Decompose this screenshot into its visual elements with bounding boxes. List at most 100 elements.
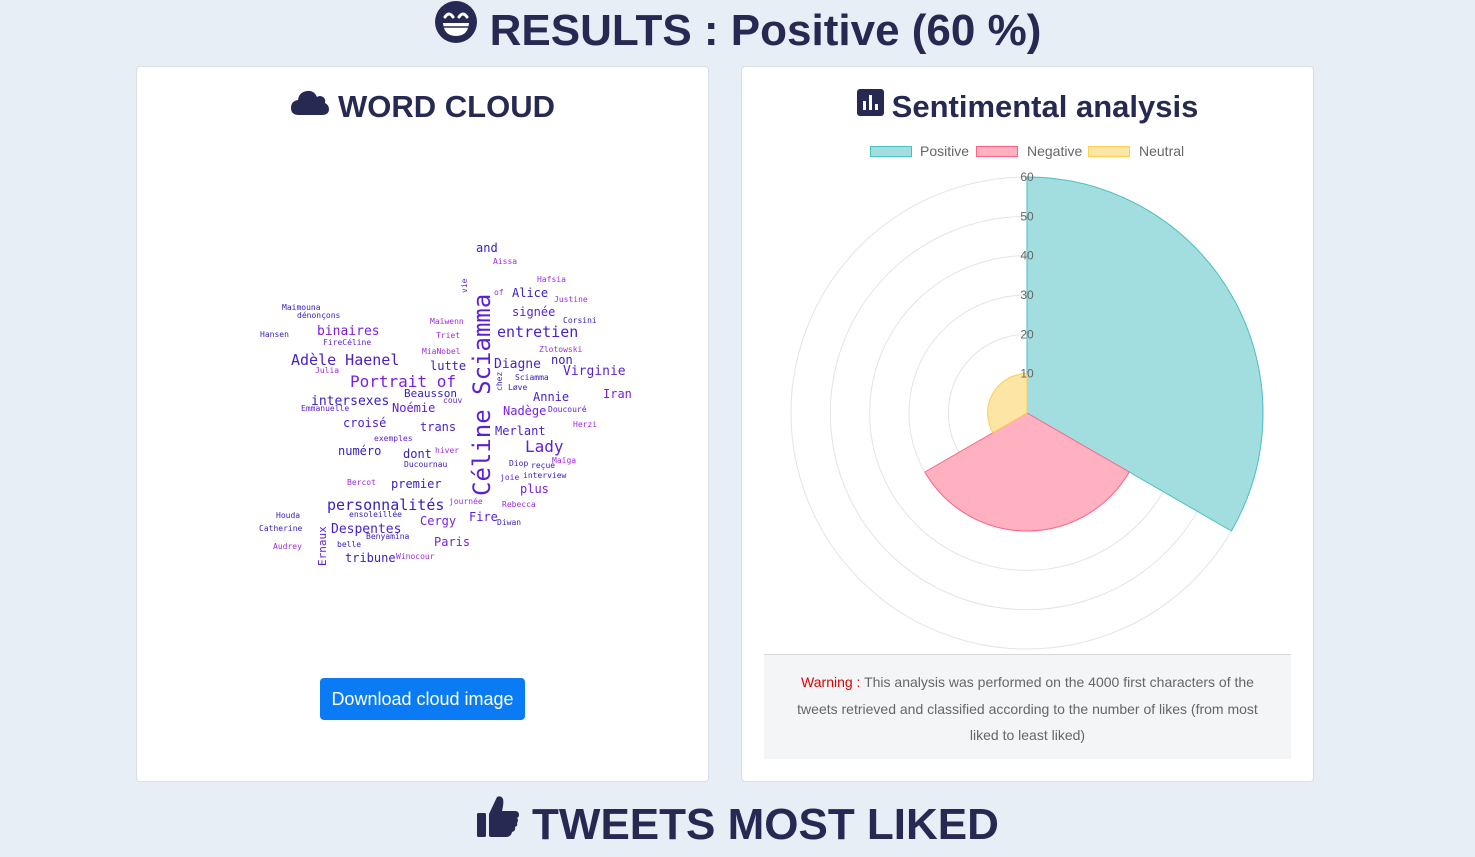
legend-label-negative: Negative xyxy=(1027,143,1083,159)
legend-swatch-neutral xyxy=(1088,146,1130,157)
word-lady: Lady xyxy=(525,437,564,456)
word-cloud-card: WORD CLOUD Céline Sciamma Portrait of Ad… xyxy=(136,66,709,782)
cloud-icon xyxy=(290,86,330,126)
word-lutte: lutte xyxy=(430,359,466,373)
sentiment-card: Sentimental analysis Positive Negative N… xyxy=(741,66,1314,782)
word-herzi: Herzi xyxy=(573,420,597,429)
results-title: RESULTS : Positive (60 %) xyxy=(0,0,1475,63)
word-maimouna: Maimouna xyxy=(282,303,321,312)
word-paris: Paris xyxy=(434,535,470,549)
word-belle: belle xyxy=(337,540,361,549)
tweets-most-liked-text: TWEETS MOST LIKED xyxy=(532,800,999,849)
word-joie: joie xyxy=(500,473,519,482)
word-signee: signée xyxy=(512,305,555,319)
word-diagne: Diagne xyxy=(494,357,541,372)
word-of: of xyxy=(494,288,504,297)
word-iran: Iran xyxy=(603,387,632,401)
word-ernaux: Ernaux xyxy=(316,526,329,566)
word-nadege: Nadège xyxy=(503,404,546,418)
word-virginie: Virginie xyxy=(563,364,626,379)
word-love: Løve xyxy=(508,383,527,392)
word-hiver: hiver xyxy=(435,446,459,455)
word-exemples: exemples xyxy=(374,434,413,443)
word-justine: Justine xyxy=(554,295,588,304)
word-hansen: Hansen xyxy=(260,330,289,339)
word-chez: chez xyxy=(495,372,504,391)
word-sciamma: Sciamma xyxy=(515,373,549,382)
legend-swatch-positive xyxy=(870,146,912,157)
word-triet: Triet xyxy=(436,331,460,340)
word-julia: Julia xyxy=(315,366,339,375)
word-emmanuelle: Emmanuelle xyxy=(301,404,349,413)
sentiment-title-text: Sentimental analysis xyxy=(891,89,1199,124)
word-catherine: Catherine xyxy=(259,524,303,533)
legend-label-neutral: Neutral xyxy=(1139,143,1185,159)
tweets-most-liked-title: TWEETS MOST LIKED xyxy=(0,796,1475,857)
word-hafsia: Hafsia xyxy=(537,275,566,284)
bar-chart-icon xyxy=(856,86,884,126)
word-diwan: Diwan xyxy=(497,518,521,527)
word-merlant: Merlant xyxy=(495,424,546,438)
warning-label: Warning : xyxy=(801,674,861,690)
word-houda: Houda xyxy=(276,511,300,520)
word-despentes: Despentes xyxy=(331,522,401,537)
word-celine-sciamma: Céline Sciamma xyxy=(468,294,496,496)
word-ducournau: Ducournau xyxy=(404,460,448,469)
r-tick-label: 60 xyxy=(1020,170,1034,184)
word-numero: numéro xyxy=(338,444,381,458)
word-cloud-title-text: WORD CLOUD xyxy=(338,89,555,124)
word-zlotowski: Zlotowski xyxy=(539,345,583,354)
sentiment-title: Sentimental analysis xyxy=(742,87,1313,129)
warning-box: Warning : This analysis was performed on… xyxy=(764,654,1291,759)
word-maiwenn: Maïwenn xyxy=(430,317,464,326)
word-premier: premier xyxy=(391,477,442,491)
word-corsini: Corsini xyxy=(563,316,597,325)
word-ensoleillee: ensoleillée xyxy=(349,509,402,519)
r-tick-label: 30 xyxy=(1020,288,1034,302)
r-tick-label: 40 xyxy=(1020,249,1034,263)
polar-area-chart: 10 20 30 40 50 60 xyxy=(790,170,1264,650)
legend-swatch-negative xyxy=(976,146,1018,157)
r-tick-label: 20 xyxy=(1020,327,1034,341)
word-cergy: Cergy xyxy=(420,514,456,528)
word-doucoure: Doucouré xyxy=(548,404,587,414)
word-denoncons: dénonçons xyxy=(297,310,341,320)
word-interview: interview xyxy=(523,471,567,480)
word-adele-haenel: Adèle Haenel xyxy=(291,351,399,369)
word-cloud-image: Céline Sciamma Portrait of Adèle Haenel … xyxy=(259,241,632,566)
download-cloud-image-button[interactable]: Download cloud image xyxy=(320,678,525,720)
word-plus: plus xyxy=(520,482,549,496)
word-noemie: Noémie xyxy=(392,401,435,415)
word-aissa: Aissa xyxy=(493,257,517,266)
word-intersexes: intersexes xyxy=(311,394,389,409)
slice-neutral[interactable] xyxy=(987,373,1028,434)
r-tick-label: 10 xyxy=(1020,367,1034,381)
word-portrait-of: Portrait of xyxy=(350,372,456,391)
word-diop: Diop xyxy=(509,459,528,468)
word-croise: croisé xyxy=(343,416,386,430)
word-maiga: Maïga xyxy=(552,456,576,465)
word-and: and xyxy=(476,241,498,255)
word-trans: trans xyxy=(420,420,456,434)
word-entretien: entretien xyxy=(497,323,578,341)
word-rebecca: Rebecca xyxy=(502,500,536,509)
legend-label-positive: Positive xyxy=(920,143,970,159)
word-non: non xyxy=(551,353,573,367)
word-cloud-title: WORD CLOUD xyxy=(137,87,708,129)
slice-negative[interactable] xyxy=(924,412,1130,532)
word-fireceline: FireCéline xyxy=(323,337,371,347)
slice-positive[interactable] xyxy=(1026,176,1264,532)
word-journee: journée xyxy=(449,496,483,506)
word-benyamina: Benyamina xyxy=(366,532,410,541)
word-mianobel: MiaNobel xyxy=(422,347,461,356)
word-binaires: binaires xyxy=(317,324,380,339)
word-alice: Alice xyxy=(512,286,548,300)
word-fire: Fire xyxy=(469,510,498,524)
warning-text: This analysis was performed on the 4000 … xyxy=(797,674,1258,743)
word-audrey: Audrey xyxy=(273,542,302,551)
word-couv: couv xyxy=(443,396,462,405)
results-title-text: RESULTS : Positive (60 %) xyxy=(489,6,1042,55)
word-annie: Annie xyxy=(533,390,569,404)
grinning-face-icon xyxy=(434,0,478,59)
word-beausson: Beausson xyxy=(404,387,457,400)
